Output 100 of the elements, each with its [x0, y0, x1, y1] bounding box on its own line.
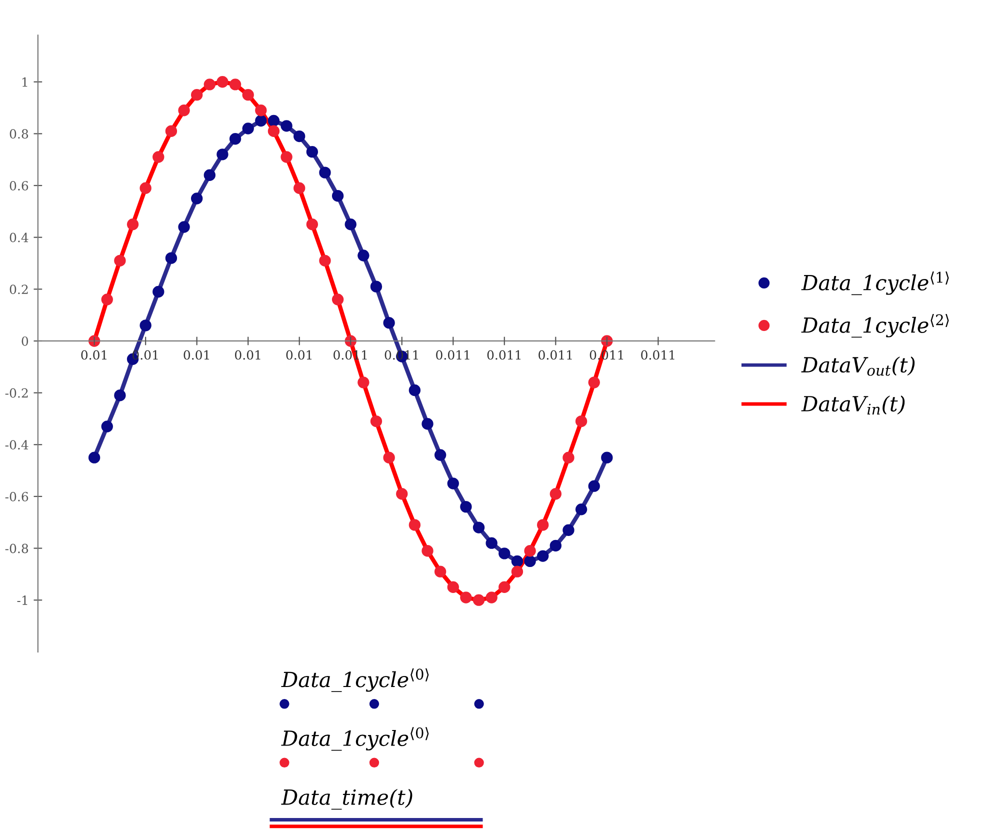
point: [537, 519, 549, 531]
point: [575, 415, 588, 428]
point: [140, 320, 152, 332]
point: [344, 218, 356, 230]
point: [472, 522, 485, 534]
y-tick-label: 0.4: [10, 232, 28, 242]
point: [537, 550, 549, 562]
point: [229, 133, 242, 145]
point: [524, 545, 536, 557]
point: [229, 78, 242, 90]
point: [511, 555, 524, 568]
point: [511, 566, 524, 578]
point: [460, 592, 472, 604]
point: [306, 146, 318, 158]
text: Data_1cycle$^{⟨0⟩}$: [281, 727, 429, 751]
point: [319, 166, 331, 178]
point: [114, 254, 126, 266]
point: [383, 452, 395, 464]
point: [588, 376, 600, 388]
x-tick-label: 0.011: [641, 350, 674, 360]
point: [550, 540, 562, 552]
point: [204, 78, 216, 90]
y-tick-label: -0.2: [5, 388, 28, 398]
point: [242, 122, 254, 134]
point: [216, 148, 228, 160]
point: [178, 221, 190, 233]
text: Data_time(t): [281, 788, 412, 810]
x-tick-label: 0.01: [81, 350, 106, 360]
legend-label: Data_1cycle$^{⟨1⟩}$: [801, 272, 949, 296]
point: [152, 151, 164, 163]
point: [408, 384, 421, 396]
point: [216, 76, 228, 88]
point: [601, 452, 613, 464]
point: [588, 480, 600, 492]
point: [562, 452, 574, 464]
point: [524, 555, 536, 568]
x-tick-label: 0.011: [487, 350, 521, 360]
y-tick-label: 0: [22, 336, 28, 346]
point: [178, 104, 190, 116]
point: [434, 566, 446, 578]
y-tick-label: -0.8: [5, 544, 28, 554]
point: [434, 449, 446, 461]
y-tick-label: -0.4: [5, 440, 28, 450]
x-tick-label: 0.011: [436, 350, 470, 360]
point: [460, 500, 472, 513]
point: [101, 420, 113, 432]
point: [114, 390, 126, 402]
point: [204, 169, 216, 181]
point: [422, 545, 434, 557]
point: [332, 294, 344, 306]
point: [165, 125, 178, 137]
point: [268, 114, 280, 127]
x-tick-label: 0.01: [286, 350, 312, 360]
y-tick-label: 0.2: [10, 284, 28, 294]
x-tick-label: 0.01: [235, 350, 260, 360]
point: [88, 452, 100, 464]
point: [190, 192, 203, 204]
point: [498, 581, 510, 593]
point: [422, 418, 434, 430]
point: [306, 218, 318, 230]
y-tick-label: 0.6: [10, 180, 28, 190]
point: [550, 488, 562, 500]
point: [140, 182, 152, 194]
legend-label: Data_1cycle$^{⟨2⟩}$: [801, 314, 949, 338]
text: Data_1cycle$^{⟨0⟩}$: [281, 668, 429, 692]
point: [396, 488, 408, 500]
point: [575, 504, 588, 516]
point: [294, 130, 306, 142]
point: [165, 252, 178, 264]
point: [486, 537, 498, 549]
legend-label: DataV$_{in}$(t): [801, 395, 905, 415]
point: [486, 592, 498, 604]
point: [280, 151, 292, 163]
point: [242, 88, 254, 101]
legend-label: DataV$_{out}$(t): [801, 356, 915, 376]
point: [408, 519, 421, 531]
point: [358, 376, 370, 388]
point: [383, 316, 395, 329]
point: [447, 581, 459, 593]
point: [255, 104, 267, 116]
point: [472, 594, 485, 606]
point: [498, 548, 510, 560]
point: [294, 182, 306, 194]
y-tick-label: -1: [17, 596, 28, 605]
point: [268, 125, 280, 137]
point: [447, 478, 459, 490]
point: [370, 280, 382, 292]
y-tick-label: 1: [22, 77, 28, 87]
point: [255, 114, 267, 127]
point: [152, 286, 164, 298]
point: [190, 88, 203, 101]
y-tick-label: -0.6: [5, 492, 28, 502]
x-tick-label: 0.01: [184, 350, 209, 360]
y-tick-label: 0.8: [10, 129, 28, 139]
point: [319, 254, 331, 266]
point: [280, 120, 292, 132]
point: [562, 524, 574, 536]
point: [358, 250, 370, 262]
point: [101, 294, 113, 306]
point: [370, 415, 382, 428]
